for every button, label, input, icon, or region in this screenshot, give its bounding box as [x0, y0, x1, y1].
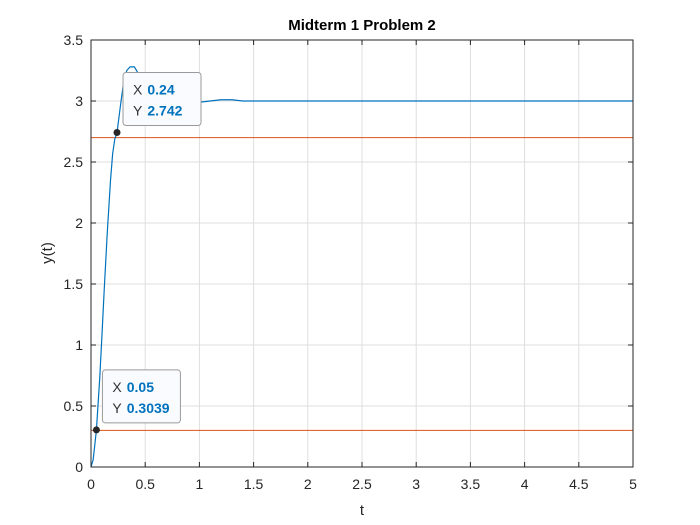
chart-title: Midterm 1 Problem 2	[288, 17, 436, 34]
x-tick-label: 2.5	[352, 476, 372, 492]
datatip-y-label: Y	[133, 102, 143, 118]
x-axis-label: t	[360, 502, 365, 519]
datatip-y-value: 2.742	[147, 102, 182, 118]
datatip-marker[interactable]	[113, 128, 121, 136]
x-tick-label: 4.5	[569, 476, 589, 492]
y-tick-label: 1.5	[64, 276, 84, 292]
x-tick-label: 1.5	[244, 476, 264, 492]
x-tick-label: 4	[521, 476, 529, 492]
datatip-y-row: Y 2.742	[133, 102, 183, 118]
x-tick-label: 3	[412, 476, 420, 492]
datatip-x-value: 0.05	[127, 379, 154, 395]
axes-box	[90, 39, 634, 468]
x-tick-label: 1	[196, 476, 204, 492]
y-tick-label: 1	[75, 337, 83, 353]
x-tick-label: 5	[629, 476, 637, 492]
x-tick-label: 0	[87, 476, 95, 492]
y-tick-label: 2.5	[64, 154, 84, 170]
datatip-y-label: Y	[112, 400, 122, 416]
reference-lines	[91, 137, 633, 431]
y-axis-label: y(t)	[39, 242, 56, 264]
datatip-x-label: X	[112, 379, 122, 395]
x-tick-label: 0.5	[135, 476, 155, 492]
y-tick-label: 3	[75, 93, 83, 109]
datatip-marker[interactable]	[92, 426, 100, 434]
datatip-y-value: 0.3039	[127, 400, 170, 416]
datatip-box	[122, 71, 202, 126]
y-tick-label: 2	[75, 215, 83, 231]
datatip-x-row: X 0.05	[112, 379, 154, 395]
y-tick-label: 0	[75, 459, 83, 475]
datatip-box	[101, 369, 181, 424]
y-tick-label: 0.5	[64, 398, 84, 414]
x-tick-label: 2	[304, 476, 312, 492]
y-tick-label: 3.5	[64, 32, 84, 48]
datatip-y-row: Y 0.3039	[112, 400, 169, 416]
datatip-x-label: X	[133, 81, 143, 97]
tick-labels: 0 0.5 1 1.5 2 2.5 3 3.5 4 4.5 5 0 0.5 1 1.5 2 2.5 3 3.5	[64, 32, 638, 492]
x-tick-label: 3.5	[461, 476, 481, 492]
datatip-x-value: 0.24	[147, 81, 174, 97]
datatip-x-row: X 0.24	[133, 81, 175, 97]
